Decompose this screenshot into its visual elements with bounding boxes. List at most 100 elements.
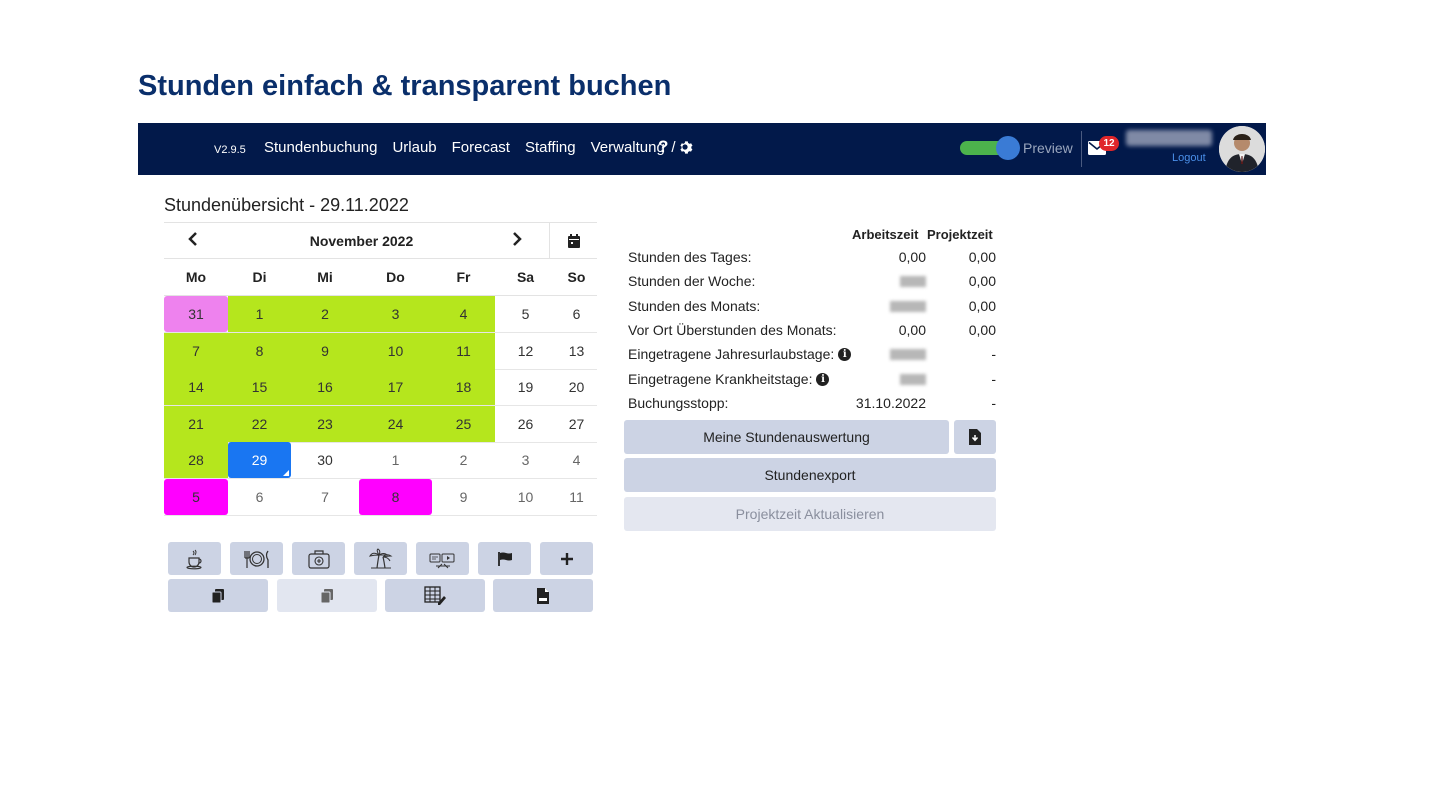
calendar-day[interactable]: 21 [164,406,228,442]
calendar-day[interactable]: 3 [521,452,530,468]
calendar-day[interactable]: 23 [291,406,359,442]
calendar-day[interactable]: 29 [228,442,291,478]
stat-label: Eingetragene Jahresurlaubstage: i [628,346,852,362]
calendar-day[interactable]: 10 [517,489,534,505]
add-entry-button[interactable] [540,542,593,575]
nav-link-urlaub[interactable]: Urlaub [392,139,437,156]
stundenauswertung-button[interactable]: Meine Stundenauswertung [624,420,949,454]
calendar-day[interactable]: 11 [569,489,584,505]
preview-toggle[interactable] [960,136,1020,160]
calendar-day[interactable]: 31 [164,296,228,332]
calendar-day[interactable]: 28 [164,442,228,478]
gear-icon[interactable] [679,140,694,155]
projektzeit-value: - [991,346,996,362]
stundenauswertung-label: Meine Stundenauswertung [703,429,870,445]
stat-label-text: Stunden der Woche: [628,273,756,289]
calendar-day[interactable]: 14 [164,369,228,405]
break-button[interactable] [168,542,221,575]
projektzeit-value: 0,00 [968,249,996,265]
stundenexport-button[interactable]: Stundenexport [624,458,996,492]
calendar-day[interactable]: 5 [521,306,530,322]
calendar-day[interactable]: 12 [517,343,534,359]
next-month-button[interactable] [512,230,522,251]
stat-label: Eingetragene Krankheitstage: i [628,371,830,387]
holiday-button[interactable] [478,542,531,575]
calendar-day[interactable]: 30 [317,452,333,468]
info-icon[interactable]: i [838,347,852,361]
weekday-di: Di [252,269,267,285]
calendar-day[interactable]: 7 [321,489,329,505]
nav-link-forecast[interactable]: Forecast [451,139,510,156]
info-icon[interactable]: i [816,372,830,386]
calendar-day[interactable]: 4 [432,296,495,332]
calendar-day[interactable]: 13 [568,343,585,359]
cutlery-icon [243,550,269,568]
calendar-day[interactable]: 4 [572,452,581,468]
calendar-day[interactable]: 27 [568,416,585,432]
table-edit-icon [424,585,446,605]
calendar-today-button[interactable] [549,222,597,259]
nav-link-stundenbuchung[interactable]: Stundenbuchung [264,139,378,156]
row-divider [164,515,597,516]
table-edit-button[interactable] [385,579,485,612]
projektzeit-aktualisieren-button[interactable]: Projektzeit Aktualisieren [624,497,996,531]
prev-month-button[interactable] [188,230,198,251]
paste-button[interactable] [277,579,377,612]
calendar-day[interactable]: 6 [255,489,264,505]
mail-count-badge: 12 [1099,136,1119,151]
calendar-day[interactable]: 15 [228,369,291,405]
calendar-day[interactable]: 2 [459,452,468,468]
lunch-button[interactable] [230,542,283,575]
nav-link-staffing[interactable]: Staffing [524,139,576,156]
calendar-day[interactable]: 9 [291,333,359,369]
calendar-day[interactable]: 11 [432,333,495,369]
stat-label: Vor Ort Überstunden des Monats: [628,322,837,338]
col-header-projektzeit: Projektzeit [927,227,993,242]
calendar-day[interactable]: 22 [228,406,291,442]
stat-label-text: Eingetragene Jahresurlaubstage: [628,346,835,362]
calendar-day[interactable]: 9 [459,489,468,505]
calendar-day[interactable]: 8 [359,479,432,515]
nav-link-verwaltung[interactable]: Verwaltung [590,139,665,156]
copy-disabled-icon [320,588,333,603]
calendar-day[interactable]: 20 [568,379,585,395]
calendar-day[interactable]: 25 [432,406,495,442]
top-navbar: V2.9.5 Stundenbuchung Urlaub Forecast St… [138,123,1266,175]
calendar-day[interactable]: 6 [572,306,581,322]
calendar-day[interactable]: 24 [359,406,432,442]
copy-button[interactable] [168,579,268,612]
weekday-fr: Fr [456,269,471,285]
calendar-day[interactable]: 8 [228,333,291,369]
calendar-day[interactable]: 1 [391,452,400,468]
projektzeit-value: - [991,371,996,387]
calendar-day[interactable]: 16 [291,369,359,405]
coffee-icon [185,549,202,569]
calendar-day[interactable]: 5 [164,479,228,515]
calendar-day[interactable]: 17 [359,369,432,405]
toggle-knob [996,136,1020,160]
weekday-mo: Mo [185,269,207,285]
training-button[interactable] [416,542,469,575]
col-header-arbeitszeit: Arbeitszeit [852,227,919,242]
calendar-day[interactable]: 3 [359,296,432,332]
sick-button[interactable] [292,542,345,575]
projektzeit-value: 0,00 [968,298,996,314]
flag-icon [497,551,512,566]
calendar-day[interactable]: 10 [359,333,432,369]
avatar[interactable] [1219,126,1265,172]
calendar-day[interactable]: 1 [228,296,291,332]
redacted-value [900,276,926,287]
calendar-day[interactable]: 26 [517,416,534,432]
stat-label-text: Eingetragene Krankheitstage: [628,371,813,387]
calendar-day[interactable]: 19 [517,379,534,395]
calendar-day[interactable]: 7 [164,333,228,369]
weekday-sa: Sa [516,269,535,285]
calendar-title: Stundenübersicht - 29.11.2022 [164,195,409,215]
calendar-day[interactable]: 18 [432,369,495,405]
calendar-day[interactable]: 2 [291,296,359,332]
csv-export-button[interactable] [493,579,593,612]
help-icon[interactable]: ? [658,137,669,156]
logout-link[interactable]: Logout [1172,152,1206,164]
vacation-button[interactable] [354,542,407,575]
download-report-button[interactable] [954,420,996,454]
